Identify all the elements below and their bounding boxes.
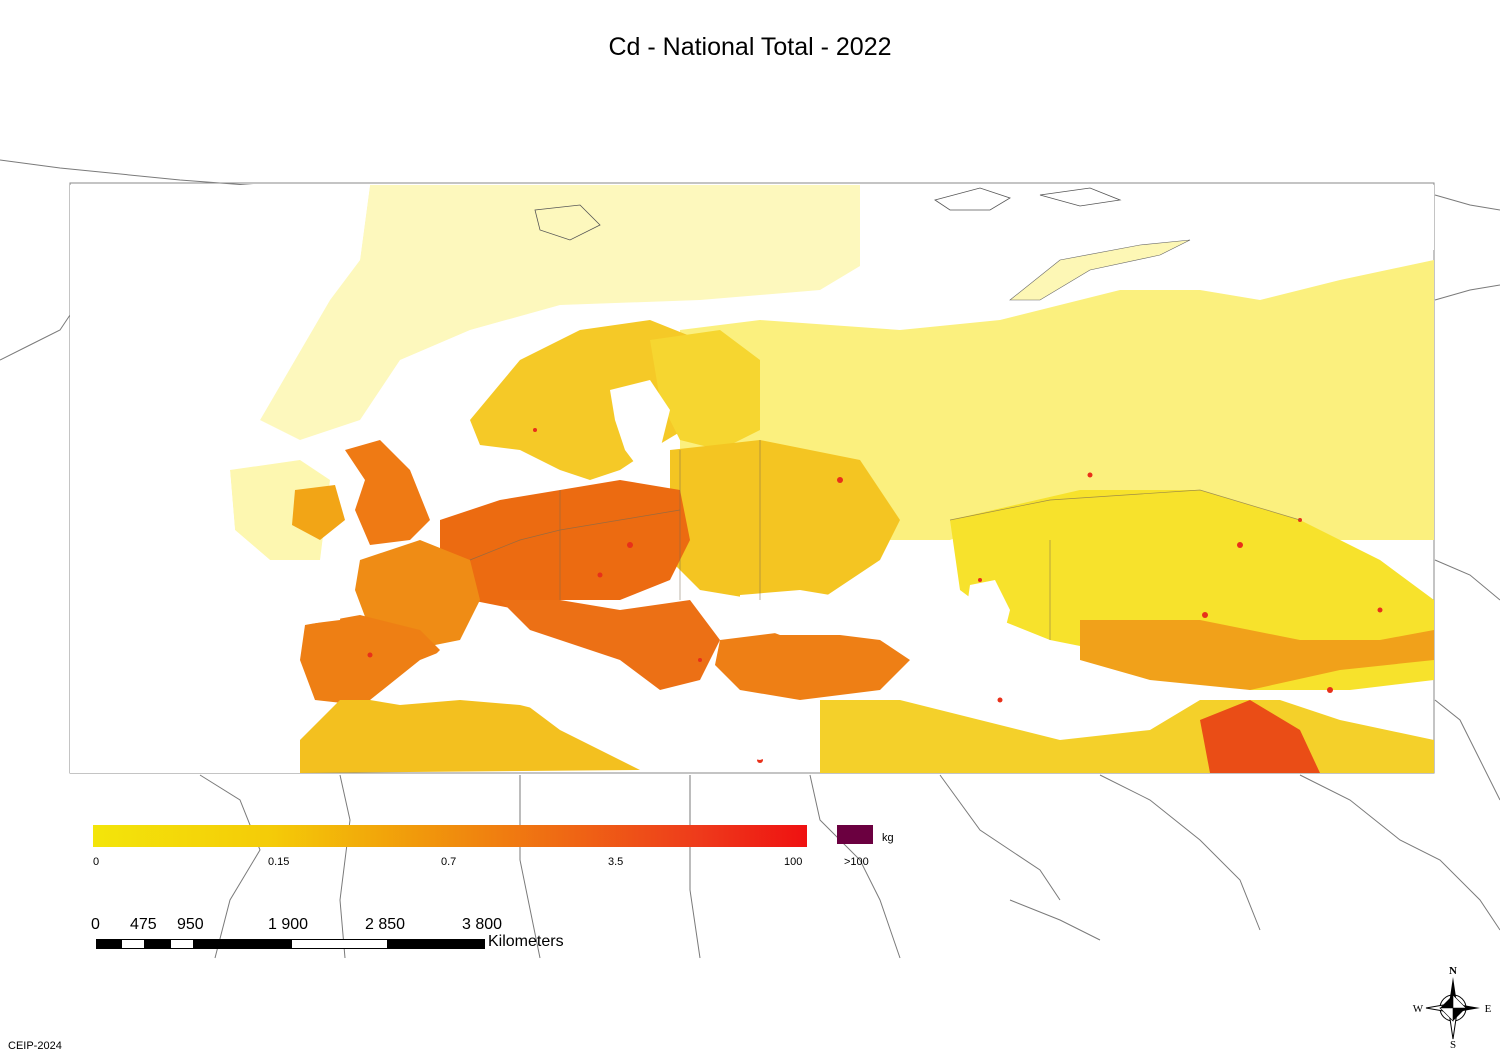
compass-n: N: [1449, 965, 1457, 977]
color-ramp: [93, 825, 807, 847]
novaya-zemlya: [1009, 239, 1191, 301]
legend-tick: 0.15: [268, 856, 290, 868]
scale-label: 1 900: [268, 916, 309, 933]
scale-label: 475: [130, 916, 157, 933]
legend-tick: 0.7: [441, 856, 457, 868]
compass-w: W: [1413, 1003, 1424, 1015]
legend-tick: 100: [784, 856, 803, 868]
legend-tick: 3.5: [608, 856, 624, 868]
scale-unit: Kilometers: [488, 933, 564, 950]
compass-e: E: [1485, 1003, 1492, 1015]
north-arrow-icon: N S W E: [1413, 965, 1492, 1050]
compass-s: S: [1450, 1039, 1456, 1050]
scale-label: 950: [177, 916, 204, 933]
map-title: Cd - National Total - 2022: [608, 33, 892, 61]
legend-unit: kg: [882, 832, 894, 844]
borders: [469, 440, 1301, 640]
legend-tick: 0: [93, 856, 100, 868]
legend-overflow-label: >100: [844, 856, 869, 868]
svalbard: [534, 187, 1122, 241]
scale-label: 2 850: [365, 916, 406, 933]
footer-credit: CEIP-2024: [8, 1040, 62, 1052]
overflow-swatch: [837, 825, 873, 844]
scale-label: 3 800: [462, 916, 503, 933]
scale-label: 0: [91, 916, 100, 933]
